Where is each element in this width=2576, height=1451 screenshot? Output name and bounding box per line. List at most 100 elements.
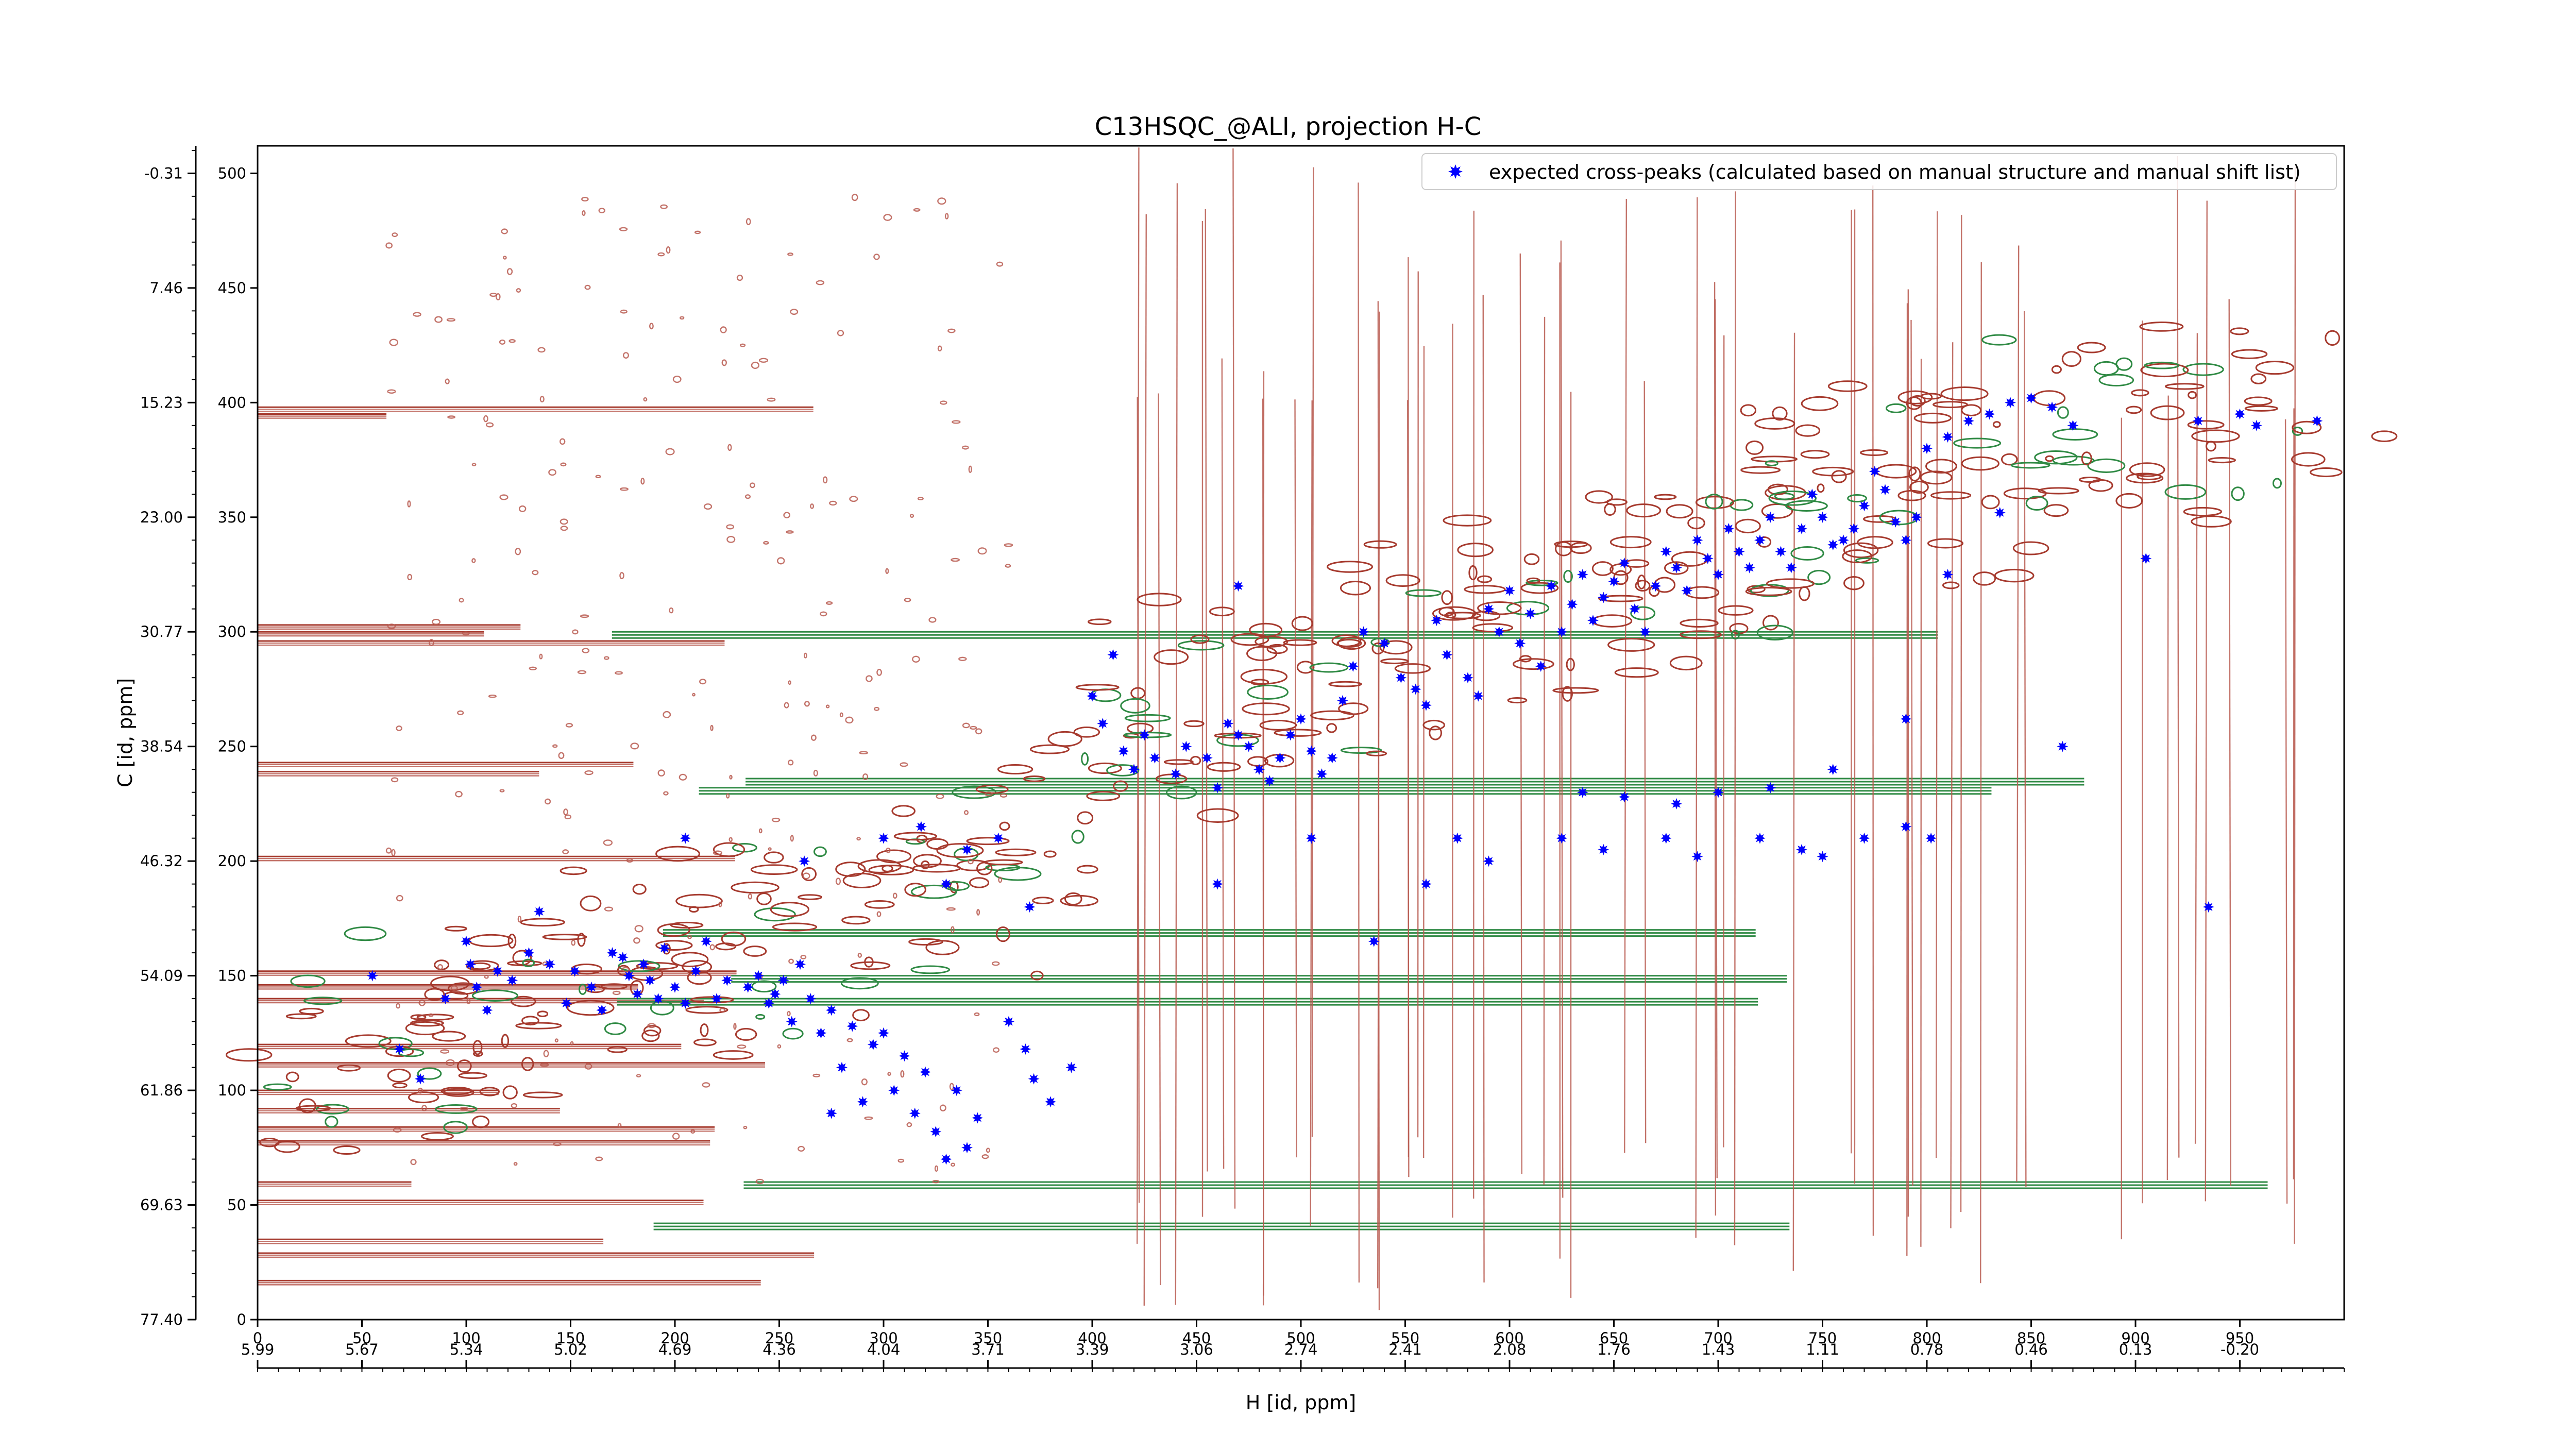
- cross-peak-point: [769, 988, 781, 1000]
- x-tick-label-ppm: 4.36: [762, 1341, 796, 1358]
- y-tick-label-points: 500: [218, 164, 246, 182]
- contour-line: [1723, 335, 1724, 1148]
- y-tick-label-points: 100: [218, 1082, 246, 1099]
- cross-peak-point: [1587, 615, 1599, 626]
- y-tick-label-points: 450: [218, 279, 246, 297]
- cross-peak-point: [711, 993, 722, 1004]
- y-tick-label-ppm: 61.86: [140, 1082, 183, 1099]
- cross-peak-point: [836, 1062, 848, 1073]
- contour-line: [1263, 399, 1264, 1296]
- y-tick-label-ppm: 30.77: [140, 623, 183, 640]
- cross-peak-point: [1671, 798, 1682, 809]
- legend-entry: expected cross-peaks (calculated based o…: [1489, 161, 2301, 183]
- cross-peak-point: [569, 966, 581, 977]
- cross-peak-point: [2046, 401, 2058, 413]
- chart-title: C13HSQC_@ALI, projection H-C: [1095, 112, 1482, 141]
- cross-peak-point: [1020, 1043, 1031, 1055]
- cross-peak-point: [1395, 672, 1406, 683]
- x-tick-label-ppm: 3.71: [971, 1341, 1005, 1358]
- cross-peak-point: [916, 821, 927, 832]
- y-tick-label-points: 50: [227, 1196, 246, 1214]
- cross-peak-point: [506, 975, 518, 986]
- y-tick-label-points: 0: [237, 1311, 246, 1328]
- cross-peak-point: [786, 1016, 798, 1027]
- y-tick-label-ppm: 15.23: [140, 394, 183, 411]
- x-tick-label-ppm: 5.99: [241, 1341, 275, 1358]
- x-tick-label-ppm: 0.78: [1910, 1341, 1944, 1358]
- y-axis-label: C [id, ppm]: [114, 678, 137, 787]
- cross-peak-point: [1128, 764, 1140, 775]
- cross-peak-point: [632, 988, 643, 1000]
- cross-peak-point: [1462, 672, 1473, 683]
- contour-line: [2294, 166, 2295, 1244]
- y-tick-label-ppm: 7.46: [149, 279, 183, 297]
- plot-background: [258, 146, 2344, 1320]
- cross-peak-point: [690, 966, 702, 977]
- y-tick-label-ppm: -0.31: [144, 164, 183, 182]
- cross-peak-point: [1170, 768, 1181, 780]
- cross-peak-point: [1817, 512, 1828, 523]
- cross-peak-point: [2193, 415, 2204, 427]
- cross-peak-point: [1003, 1016, 1014, 1027]
- y-tick-label-ppm: 69.63: [140, 1196, 183, 1214]
- cross-peak-point: [1796, 844, 1807, 855]
- cross-peak-point: [1420, 700, 1432, 711]
- cross-peak-point: [1212, 782, 1223, 794]
- contour-line: [1358, 182, 1359, 1283]
- cross-peak-point: [394, 1043, 405, 1055]
- cross-peak-point: [653, 993, 664, 1004]
- y-tick-label-ppm: 46.32: [140, 852, 183, 870]
- cross-peak-point: [2251, 420, 2262, 431]
- x-tick-label-ppm: -0.20: [2221, 1341, 2259, 1358]
- cross-peak-point: [778, 975, 789, 986]
- x-axis-label: H [id, ppm]: [1246, 1391, 1356, 1414]
- cross-peak-point: [1901, 713, 1912, 724]
- cross-peak-point: [1379, 638, 1390, 649]
- y-tick-label-ppm: 77.40: [140, 1311, 183, 1328]
- cross-peak-point: [1713, 569, 1724, 580]
- cross-peak-point: [920, 1067, 931, 1078]
- cross-peak-point: [623, 970, 635, 982]
- plot-area: [226, 146, 2396, 1320]
- x-tick-label-ppm: 5.67: [345, 1341, 379, 1358]
- y-tick-label-points: 400: [218, 394, 246, 411]
- x-tick-label-ppm: 5.02: [554, 1341, 587, 1358]
- y-tick-label-ppm: 54.09: [140, 967, 183, 985]
- y-tick-label-points: 250: [218, 738, 246, 755]
- cross-peak-point: [1713, 787, 1724, 798]
- cross-peak-point: [1775, 546, 1787, 558]
- x-tick-label-ppm: 2.08: [1493, 1341, 1527, 1358]
- cross-peak-point: [961, 1142, 973, 1153]
- x-tick-label-ppm: 4.04: [867, 1341, 901, 1358]
- contour-line: [1473, 211, 1474, 1199]
- cross-peak-point: [1087, 690, 1098, 702]
- y-tick-label-ppm: 23.00: [140, 509, 183, 526]
- cross-peak-point: [961, 844, 973, 855]
- x-tick-label-ppm: 3.06: [1180, 1341, 1213, 1358]
- x-tick-label-ppm: 1.76: [1597, 1341, 1631, 1358]
- cross-peak-point: [1796, 523, 1807, 534]
- x-tick-label-ppm: 5.34: [450, 1341, 483, 1358]
- cross-peak-point: [461, 936, 472, 947]
- y-tick-label-points: 300: [218, 623, 246, 640]
- legend: expected cross-peaks (calculated based o…: [1422, 154, 2336, 190]
- cross-peak-point: [440, 993, 451, 1004]
- cross-peak-point: [1295, 713, 1307, 724]
- cross-peak-point: [2067, 420, 2079, 431]
- cross-peak-point: [2005, 397, 2016, 408]
- x-tick-label-ppm: 0.13: [2119, 1341, 2153, 1358]
- cross-peak-point: [1901, 821, 1912, 832]
- contour-line: [1423, 346, 1424, 1158]
- x-tick-label-ppm: 2.41: [1388, 1341, 1422, 1358]
- y-tick-label-ppm: 38.54: [140, 738, 183, 755]
- cross-peak-point: [1859, 500, 1870, 512]
- y-tick-label-points: 350: [218, 509, 246, 526]
- cross-peak-point: [561, 998, 572, 1009]
- x-tick-label-ppm: 4.69: [658, 1341, 692, 1358]
- cross-peak-point: [1734, 546, 1745, 558]
- cross-peak-point: [1442, 649, 1453, 661]
- cross-peak-point: [607, 947, 618, 958]
- cross-peak-point: [1942, 569, 1954, 580]
